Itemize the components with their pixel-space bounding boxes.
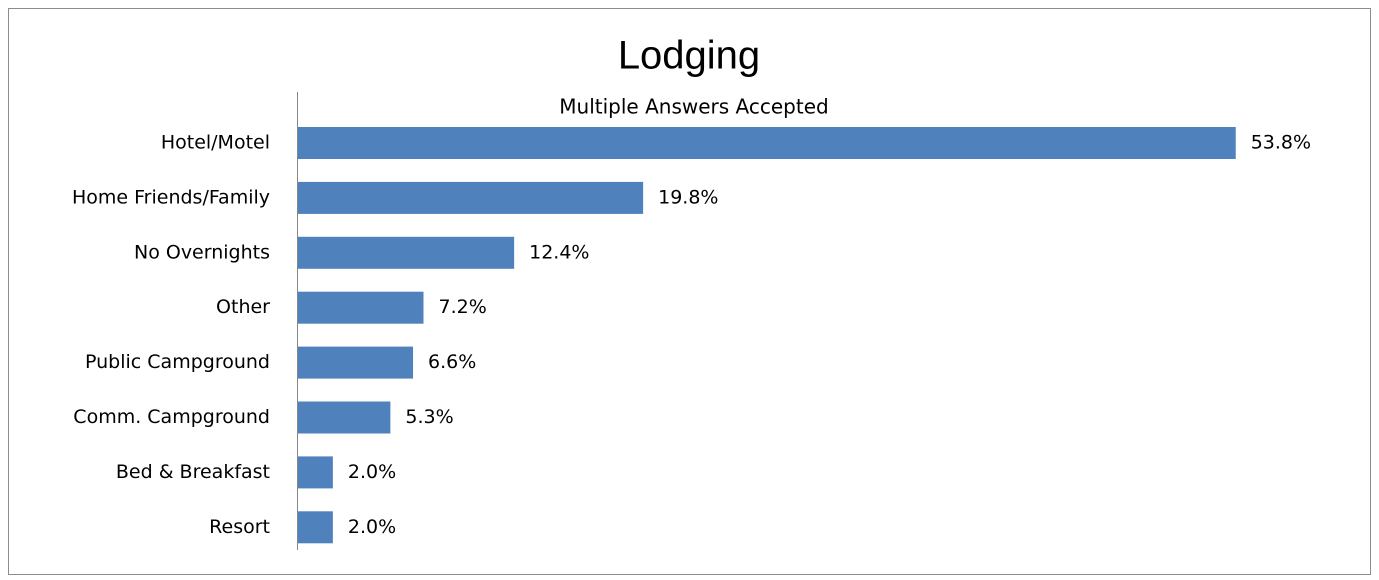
bar xyxy=(298,291,424,324)
bar xyxy=(298,401,391,434)
value-label: 7.2% xyxy=(438,296,486,318)
category-label: Other xyxy=(216,296,270,318)
category-label: Home Friends/Family xyxy=(72,186,270,208)
bar xyxy=(298,346,414,379)
category-label: Bed & Breakfast xyxy=(116,461,270,483)
chart-title: Lodging xyxy=(618,34,760,78)
bar xyxy=(298,127,1236,159)
value-label: 53.8% xyxy=(1251,132,1311,154)
bar xyxy=(298,236,515,269)
value-label: 2.0% xyxy=(348,516,396,538)
category-label: Hotel/Motel xyxy=(161,132,270,154)
bar xyxy=(298,511,333,544)
chart-subtitle: Multiple Answers Accepted xyxy=(559,95,828,119)
value-label: 2.0% xyxy=(348,461,396,483)
category-label: Public Campground xyxy=(85,351,270,373)
category-label: Resort xyxy=(209,516,270,538)
category-label: Comm. Campground xyxy=(73,406,270,428)
chart-frame xyxy=(8,8,1371,575)
value-label: 6.6% xyxy=(428,351,476,373)
bar xyxy=(298,181,644,214)
bar xyxy=(298,456,333,489)
value-label: 19.8% xyxy=(658,186,718,208)
value-label: 5.3% xyxy=(405,406,453,428)
value-label: 12.4% xyxy=(529,241,589,263)
category-label: No Overnights xyxy=(134,241,270,263)
